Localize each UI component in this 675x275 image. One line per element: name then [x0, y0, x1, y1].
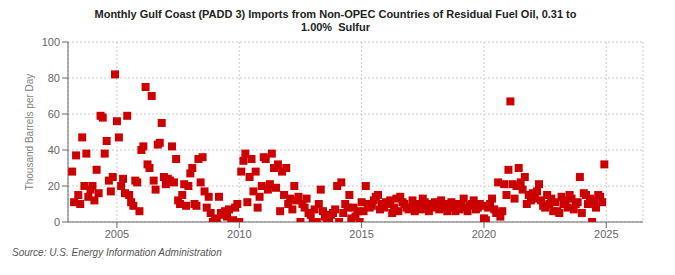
svg-text:Thousand Barrels per Day: Thousand Barrels per Day — [24, 74, 35, 191]
svg-text:40: 40 — [48, 144, 60, 156]
html-text:1.00% Sulfur: 1.00% Sulfur — [301, 21, 370, 33]
svg-text:2015: 2015 — [349, 228, 373, 240]
svg-text:2010: 2010 — [227, 228, 251, 240]
svg-text:20: 20 — [48, 180, 60, 192]
svg-text:2020: 2020 — [472, 228, 496, 240]
svg-text:2005: 2005 — [105, 228, 129, 240]
html-text:Source: U.S. Energy Informatio: Source: U.S. Energy Information Administ… — [12, 247, 222, 258]
svg-text:60: 60 — [48, 108, 60, 120]
html-text:Monthly Gulf Coast (PADD 3) Im: Monthly Gulf Coast (PADD 3) Imports from… — [94, 8, 577, 20]
svg-text:2025: 2025 — [594, 228, 618, 240]
svg-text:80: 80 — [48, 72, 60, 84]
svg-text:0: 0 — [54, 216, 60, 228]
svg-text:100: 100 — [42, 36, 60, 48]
